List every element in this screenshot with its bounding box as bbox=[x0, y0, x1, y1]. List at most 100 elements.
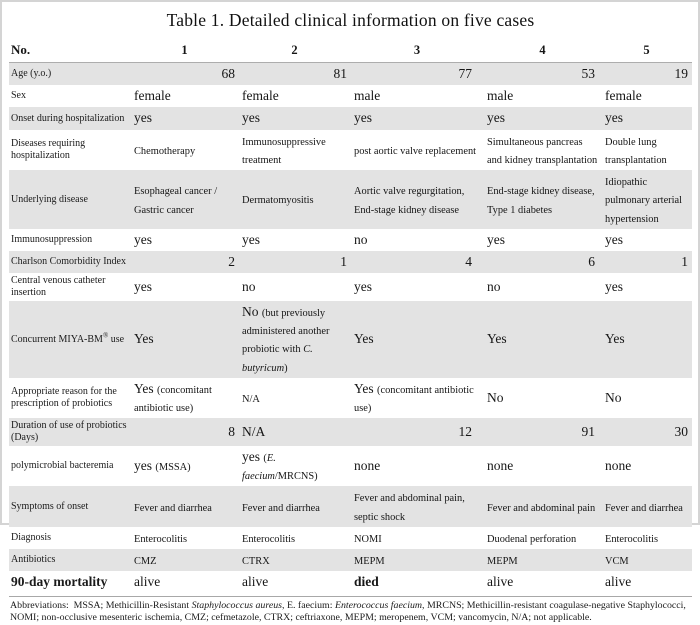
clinical-cases-table: No. 1 2 3 4 5 Age (y.o.) 68 81 77 53 19 Sex female fe… bbox=[9, 40, 692, 594]
table-row: Symptoms of onset Fever and diarrhea Fever… bbox=[9, 486, 692, 527]
table-row: Diagnosis Enterocolitis Enterocolitis NOMI D… bbox=[9, 527, 692, 549]
table-cell: 91 bbox=[484, 418, 602, 446]
table-cell: Fever and diarrhea bbox=[602, 486, 692, 527]
table-row: Central venous catheter insertion yes no ye… bbox=[9, 273, 692, 301]
text-segment: ) bbox=[284, 362, 288, 374]
table-cell: yes (E. faecium/MRCNS) bbox=[239, 446, 351, 486]
text-segment: (concomitant antibiotic use) bbox=[354, 384, 474, 415]
text-segment: male bbox=[354, 88, 381, 104]
table-row: Underlying disease Esophageal cancer / Ga… bbox=[9, 170, 692, 229]
text-segment: 6 bbox=[588, 254, 595, 270]
table-cell: Aortic valve regurgitation, End-stage ki… bbox=[351, 170, 484, 229]
text-segment: Enterocolitis bbox=[242, 533, 296, 545]
table-cell: 19 bbox=[602, 62, 692, 86]
table-cell: 81 bbox=[239, 62, 351, 86]
table-cell: Yes bbox=[602, 300, 692, 378]
table-cell: 1 bbox=[602, 251, 692, 274]
table-cell: 4 bbox=[351, 251, 484, 274]
table-cell: CMZ bbox=[131, 549, 239, 572]
table-cell: 77 bbox=[351, 62, 484, 86]
table-cell: Yes (concomitant antibiotic use) bbox=[131, 378, 239, 418]
table-cell: female bbox=[239, 85, 351, 107]
text-segment: no bbox=[242, 279, 256, 295]
row-label: Charlson Comorbidity Index bbox=[9, 251, 131, 274]
text-segment: ( bbox=[263, 452, 267, 464]
text-segment: 81 bbox=[333, 66, 348, 81]
table-row: Charlson Comorbidity Index 2 1 4 6 1 bbox=[9, 251, 692, 274]
table-cell: Double lung transplantation bbox=[602, 130, 692, 170]
text-segment: (MSSA) bbox=[155, 462, 191, 474]
table-cell: End-stage kidney disease, Type 1 diabete… bbox=[484, 170, 602, 229]
text-segment: Idiopathic pulmonary arterial hypertensi… bbox=[605, 177, 683, 225]
text-segment: yes bbox=[242, 448, 264, 464]
row-label: Symptoms of onset bbox=[9, 486, 131, 527]
table-cell: none bbox=[351, 446, 484, 486]
table-row: Appropriate reason for the prescription … bbox=[9, 378, 692, 418]
footnote-segment: , E. faecium: bbox=[282, 599, 335, 611]
text-segment: Aortic valve regurgitation, End-stage ki… bbox=[354, 186, 465, 216]
table-cell: alive bbox=[484, 571, 602, 593]
text-segment: Double lung transplantation bbox=[605, 136, 667, 166]
text-segment: CTRX bbox=[242, 556, 270, 568]
header-row: No. 1 2 3 4 5 bbox=[9, 40, 692, 63]
table-cell: 2 bbox=[131, 251, 239, 274]
table-cell: Immunosuppressive treatment bbox=[239, 130, 351, 170]
table-cell: none bbox=[484, 446, 602, 486]
text-segment: yes bbox=[134, 231, 152, 247]
text-segment: (concomitant antibiotic use) bbox=[134, 384, 212, 415]
row-label: Onset during hospitalization bbox=[9, 107, 131, 130]
table-row: Onset during hospitalization yes yes yes yes… bbox=[9, 107, 692, 130]
table-row: 90-day mortality alive alive died alive alive bbox=[9, 571, 692, 593]
table-header-row: No. 1 2 3 4 5 bbox=[9, 40, 692, 63]
text-segment: Yes bbox=[487, 331, 507, 347]
text-segment: 53 bbox=[581, 66, 596, 81]
table-cell: No bbox=[602, 378, 692, 418]
table-cell: no bbox=[484, 273, 602, 301]
row-label: Antibiotics bbox=[9, 549, 131, 572]
table-row: polymicrobial bacteremia yes (MSSA) yes (E… bbox=[9, 446, 692, 486]
text-segment: VCM bbox=[605, 556, 629, 568]
text-segment: 4 bbox=[465, 254, 472, 270]
table-cell: NOMI bbox=[351, 527, 484, 549]
text-segment: 1 bbox=[340, 254, 347, 270]
text-segment: E. faecium bbox=[242, 452, 276, 483]
table-cell: Yes (concomitant antibiotic use) bbox=[351, 378, 484, 418]
table-cell: none bbox=[602, 446, 692, 486]
table-cell: yes bbox=[351, 107, 484, 130]
text-segment: yes bbox=[134, 110, 152, 126]
text-segment: yes bbox=[134, 458, 156, 474]
text-segment: 30 bbox=[674, 424, 689, 440]
text-segment: NOMI bbox=[354, 533, 382, 545]
text-segment: 2 bbox=[228, 254, 235, 270]
text-segment: no bbox=[487, 279, 501, 295]
table-cell: Enterocolitis bbox=[131, 527, 239, 549]
text-segment: /MRCNS) bbox=[274, 471, 318, 483]
table-row: Sex female female male male female bbox=[9, 85, 692, 107]
table-cell: Fever and abdominal pain bbox=[484, 486, 602, 527]
table-row: Duration of use of probiotics (Days) 8 N/A… bbox=[9, 418, 692, 446]
table-cell: Yes bbox=[351, 300, 484, 378]
table-cell: 1 bbox=[239, 251, 351, 274]
text-segment: 8 bbox=[228, 424, 235, 440]
table-body: Age (y.o.) 68 81 77 53 19 Sex female female male m… bbox=[9, 62, 692, 594]
table-cell: 12 bbox=[351, 418, 484, 446]
row-label: Sex bbox=[11, 90, 26, 102]
table-cell: yes bbox=[131, 229, 239, 251]
text-segment: alive bbox=[487, 574, 514, 590]
text-segment: End-stage kidney disease, Type 1 diabete… bbox=[487, 186, 595, 216]
text-segment: alive bbox=[605, 574, 632, 590]
table-cell: yes (MSSA) bbox=[131, 446, 239, 486]
table-cell: N/A bbox=[239, 418, 351, 446]
table-cell: No (but previously administered another … bbox=[239, 300, 351, 378]
column-header-no: No. bbox=[9, 40, 131, 63]
table-cell: 68 bbox=[131, 62, 239, 86]
table-cell: male bbox=[484, 85, 602, 107]
text-segment: none bbox=[354, 458, 381, 474]
table-cell: yes bbox=[239, 107, 351, 130]
text-segment: Dermatomyositis bbox=[242, 195, 314, 207]
text-segment: yes bbox=[242, 110, 260, 126]
text-segment: No bbox=[242, 303, 262, 319]
table-cell: no bbox=[239, 273, 351, 301]
text-segment: Yes bbox=[605, 331, 625, 347]
text-segment: yes bbox=[605, 231, 623, 247]
